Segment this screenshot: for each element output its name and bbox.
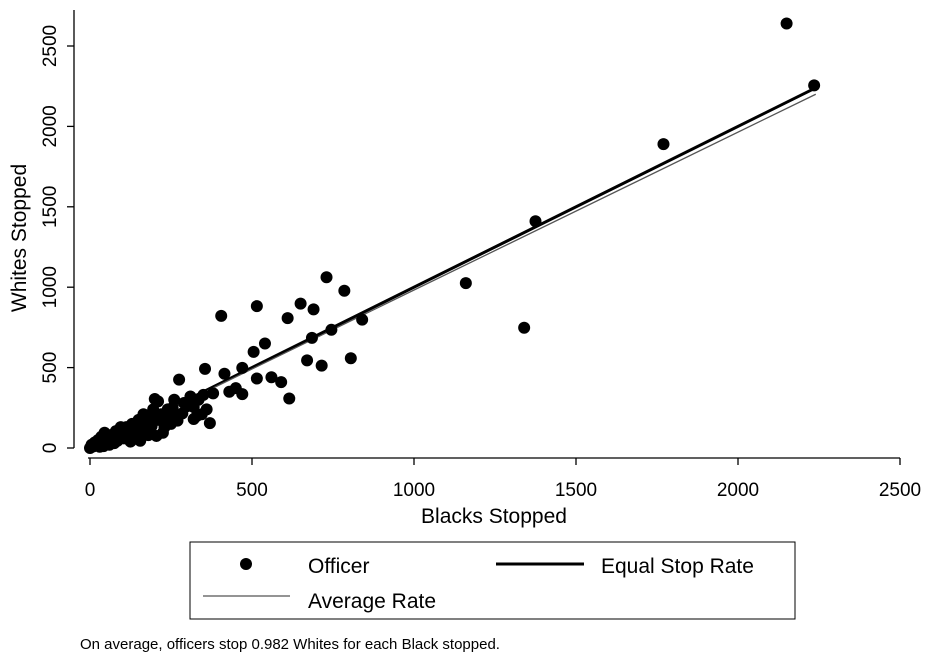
x-tick-label: 0 <box>85 480 96 501</box>
officer-points <box>84 17 821 454</box>
y-tick-label: 1500 <box>40 186 61 228</box>
officer-point <box>320 271 333 284</box>
legend-marker-officer <box>240 558 252 570</box>
y-tick-label: 500 <box>40 352 61 384</box>
legend-label-officer: Officer <box>308 555 369 578</box>
officer-point <box>166 401 179 414</box>
officer-point <box>207 387 220 400</box>
officer-point <box>145 420 158 433</box>
officer-point <box>459 277 472 290</box>
officer-point <box>120 421 133 434</box>
officer-point <box>250 372 263 385</box>
x-tick-label: 1000 <box>393 480 435 501</box>
legend: Officer Equal Stop Rate Average Rate <box>189 541 796 620</box>
officer-point <box>301 354 314 367</box>
y-tick-label: 2500 <box>40 25 61 67</box>
legend-label-average-rate: Average Rate <box>308 590 436 613</box>
officer-point <box>171 414 184 427</box>
officer-point <box>657 138 670 151</box>
officer-point <box>160 411 173 424</box>
officer-point <box>344 352 357 365</box>
officer-point <box>147 403 160 416</box>
officer-point <box>294 297 307 310</box>
x-axis-title: Blacks Stopped <box>421 505 567 528</box>
footnote: On average, officers stop 0.982 Whites f… <box>80 636 500 653</box>
x-tick-label: 2000 <box>717 480 759 501</box>
officer-point <box>115 432 128 445</box>
officer-point <box>223 385 236 398</box>
officer-point <box>130 427 143 440</box>
officer-point <box>265 371 278 384</box>
officer-point <box>87 437 100 450</box>
officer-point <box>215 309 228 322</box>
y-axis-ticks: 0 500 1000 1500 2000 2500 <box>40 25 74 453</box>
officer-point <box>356 313 369 326</box>
x-axis: 0 500 1000 1500 2000 2500 Blacks Stopped <box>85 457 921 528</box>
officer-point <box>780 17 793 30</box>
legend-label-equal-stop-rate: Equal Stop Rate <box>601 555 754 578</box>
officer-point <box>148 392 161 405</box>
x-axis-ticks: 0 500 1000 1500 2000 2500 <box>85 458 921 501</box>
officer-point <box>236 361 249 374</box>
officer-point <box>137 408 150 421</box>
x-tick-label: 2500 <box>879 480 921 501</box>
legend-box <box>189 541 796 620</box>
officer-point <box>808 79 821 92</box>
officer-point <box>156 426 169 439</box>
officer-point <box>338 284 351 297</box>
y-tick-label: 2000 <box>40 105 61 147</box>
y-axis: 0 500 1000 1500 2000 2500 Whites Stopped <box>8 10 75 453</box>
x-tick-label: 1500 <box>555 480 597 501</box>
officer-point <box>275 376 288 389</box>
officer-point <box>236 388 249 401</box>
officer-point <box>325 323 338 336</box>
officer-point <box>218 367 231 380</box>
officer-point <box>250 300 263 313</box>
y-tick-label: 0 <box>40 443 61 454</box>
officer-point <box>97 440 110 453</box>
officer-point <box>199 362 212 375</box>
officer-point <box>307 303 320 316</box>
officer-point <box>173 373 186 386</box>
x-tick-label: 500 <box>236 480 268 501</box>
officer-point <box>258 337 271 350</box>
officer-point <box>283 392 296 405</box>
officer-point <box>529 215 542 228</box>
y-tick-label: 1000 <box>40 266 61 308</box>
officer-point <box>315 359 328 372</box>
y-axis-title: Whites Stopped <box>8 164 31 312</box>
officer-point <box>247 345 260 358</box>
officer-point <box>195 408 208 421</box>
officer-point <box>518 321 531 334</box>
officer-point <box>203 417 216 430</box>
officer-point <box>281 312 294 325</box>
officer-point <box>305 331 318 344</box>
